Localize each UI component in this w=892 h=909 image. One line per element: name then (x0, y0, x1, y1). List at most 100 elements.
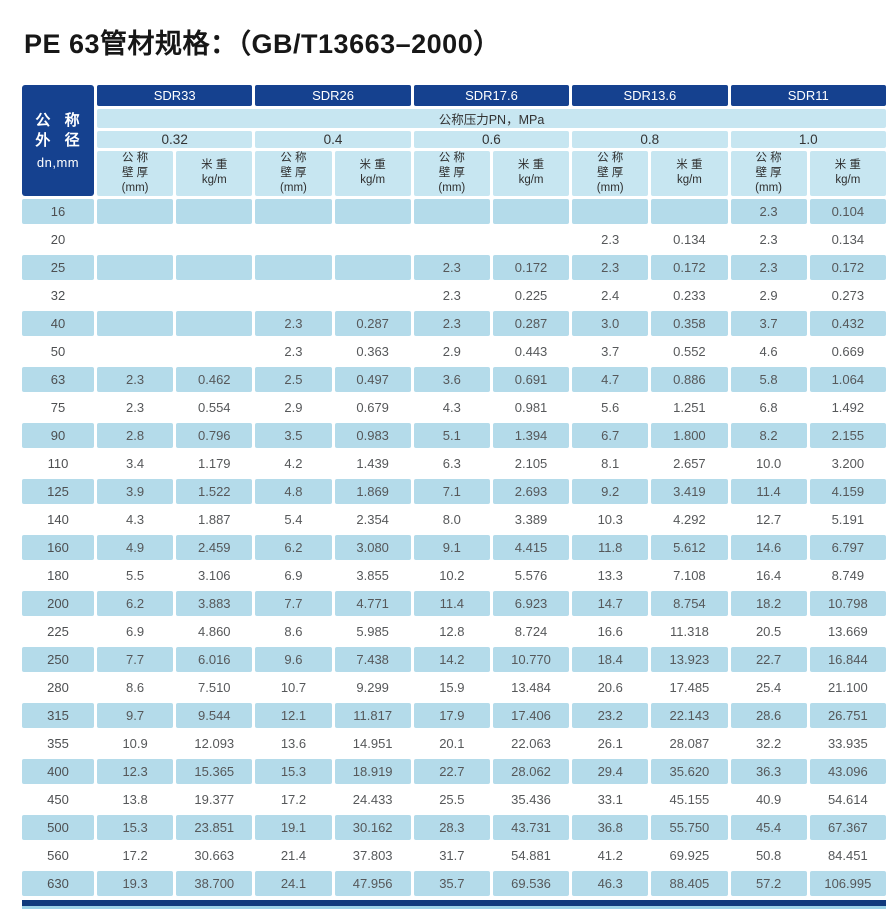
page-title: PE 63管材规格：（GB/T13663–2000） (24, 29, 501, 59)
meter-weight-cell: 0.172 (809, 254, 886, 280)
weight-label-line: 米 重 (517, 159, 545, 172)
wall-thickness-cell: 22.7 (413, 758, 490, 784)
wall-thickness-col-header: 公 称 壁 厚 (mm) (255, 151, 332, 196)
dn-cell: 75 (22, 394, 94, 420)
meter-weight-cell: 37.803 (334, 842, 411, 868)
table-row: 90 2.8 0.796 3.5 0.983 5.1 1.394 6.7 1.800 8.2 2.1… (22, 422, 886, 448)
meter-weight-cell: 1.251 (651, 394, 728, 420)
wall-thickness-cell: 2.3 (413, 282, 490, 308)
weight-label-unit: kg/m (518, 174, 544, 187)
sdr26-header: SDR26 (255, 85, 411, 106)
table-body: 16 2.3 0.104 20 2.3 0.134 2.3 0.134 25 2.3 0.172 2.… (22, 198, 886, 896)
meter-weight-cell: 9.544 (176, 702, 253, 728)
wall-label-line: 公 称 (597, 152, 624, 164)
meter-weight-cell: 0.172 (651, 254, 728, 280)
meter-weight-cell: 1.492 (809, 394, 886, 420)
meter-weight-cell (334, 198, 411, 224)
meter-weight-cell: 1.800 (651, 422, 728, 448)
wall-thickness-cell: 2.8 (97, 422, 174, 448)
wall-thickness-cell (97, 198, 174, 224)
meter-weight-cell: 0.287 (334, 310, 411, 336)
meter-weight-cell: 16.844 (809, 646, 886, 672)
wall-thickness-cell (572, 198, 649, 224)
meter-weight-cell (492, 226, 570, 252)
wall-thickness-cell: 14.7 (572, 590, 649, 616)
table-row: 110 3.4 1.179 4.2 1.439 6.3 2.105 8.1 2.657 10.0 3… (22, 450, 886, 476)
meter-weight-cell: 28.087 (651, 730, 728, 756)
dn-cell: 125 (22, 478, 94, 504)
wall-thickness-cell: 2.4 (572, 282, 649, 308)
wall-thickness-cell (97, 254, 174, 280)
wall-label-line: 公 称 (280, 152, 307, 164)
wall-label-line: 公 称 (438, 152, 465, 164)
meter-weight-cell: 4.771 (334, 590, 411, 616)
meter-weight-cell: 6.016 (176, 646, 253, 672)
wall-thickness-cell: 22.7 (730, 646, 807, 672)
table-row: 160 4.9 2.459 6.2 3.080 9.1 4.415 11.8 5.612 14.6… (22, 534, 886, 560)
meter-weight-cell: 0.554 (176, 394, 253, 420)
wall-thickness-cell: 20.1 (413, 730, 490, 756)
meter-weight-cell: 23.851 (176, 814, 253, 840)
wall-thickness-cell: 4.9 (97, 534, 174, 560)
wall-thickness-cell: 35.7 (413, 870, 490, 896)
meter-weight-cell: 0.552 (651, 338, 728, 364)
table-row: 63 2.3 0.462 2.5 0.497 3.6 0.691 4.7 0.886 5.8 1.0… (22, 366, 886, 392)
wall-thickness-cell: 2.3 (97, 366, 174, 392)
wall-thickness-cell (413, 226, 490, 252)
meter-weight-cell: 26.751 (809, 702, 886, 728)
meter-weight-cell: 54.881 (492, 842, 570, 868)
wall-thickness-cell (97, 226, 174, 252)
weight-label-unit: kg/m (201, 174, 227, 187)
wall-thickness-cell: 8.6 (97, 674, 174, 700)
wall-thickness-cell: 15.9 (413, 674, 490, 700)
table-row: 32 2.3 0.225 2.4 0.233 2.9 0.273 (22, 282, 886, 308)
dn-cell: 450 (22, 786, 94, 812)
meter-weight-cell: 3.106 (176, 562, 253, 588)
dn-cell: 90 (22, 422, 94, 448)
meter-weight-cell: 1.179 (176, 450, 253, 476)
meter-weight-cell: 2.657 (651, 450, 728, 476)
meter-weight-cell: 2.105 (492, 450, 570, 476)
meter-weight-cell: 14.951 (334, 730, 411, 756)
meter-weight-cell: 17.406 (492, 702, 570, 728)
wall-thickness-cell: 26.1 (572, 730, 649, 756)
meter-weight-cell: 1.887 (176, 506, 253, 532)
meter-weight-cell: 38.700 (176, 870, 253, 896)
wall-thickness-cell: 10.0 (730, 450, 807, 476)
table-row: 355 10.9 12.093 13.6 14.951 20.1 22.063 26.1 28.… (22, 730, 886, 756)
meter-weight-cell: 10.798 (809, 590, 886, 616)
pressure-0-4: 0.4 (255, 131, 411, 148)
dn-cell: 560 (22, 842, 94, 868)
meter-weight-cell: 8.754 (651, 590, 728, 616)
meter-weight-cell: 0.983 (334, 422, 411, 448)
meter-weight-cell: 55.750 (651, 814, 728, 840)
wall-thickness-cell: 31.7 (413, 842, 490, 868)
wall-thickness-cell: 4.3 (413, 394, 490, 420)
sdr-header-row: 公 称 外 径 dn,mm SDR33 SDR26 SDR17.6 SDR13.… (22, 85, 886, 196)
meter-weight-cell: 22.143 (651, 702, 728, 728)
wall-thickness-cell: 4.6 (730, 338, 807, 364)
wall-thickness-cell: 40.9 (730, 786, 807, 812)
wall-label-unit: (mm) (280, 181, 307, 194)
meter-weight-cell: 10.770 (492, 646, 570, 672)
meter-weight-cell: 0.273 (809, 282, 886, 308)
meter-weight-cell: 1.869 (334, 478, 411, 504)
wall-thickness-cell: 45.4 (730, 814, 807, 840)
dn-cell: 140 (22, 506, 94, 532)
meter-weight-cell: 1.064 (809, 366, 886, 392)
wall-thickness-cell: 6.9 (97, 618, 174, 644)
wall-label-unit: (mm) (121, 181, 149, 194)
wall-thickness-cell: 2.9 (255, 394, 332, 420)
wall-thickness-cell: 2.3 (572, 226, 649, 252)
wall-thickness-cell: 4.8 (255, 478, 332, 504)
wall-thickness-cell: 7.7 (97, 646, 174, 672)
dn-cell: 315 (22, 702, 94, 728)
wall-thickness-cell: 3.9 (97, 478, 174, 504)
meter-weight-cell: 0.104 (809, 198, 886, 224)
wall-thickness-cell: 18.4 (572, 646, 649, 672)
wall-thickness-cell: 12.3 (97, 758, 174, 784)
meter-weight-cell: 3.855 (334, 562, 411, 588)
wall-thickness-cell: 3.0 (572, 310, 649, 336)
meter-weight-cell: 17.485 (651, 674, 728, 700)
wall-thickness-cell: 2.9 (413, 338, 490, 364)
